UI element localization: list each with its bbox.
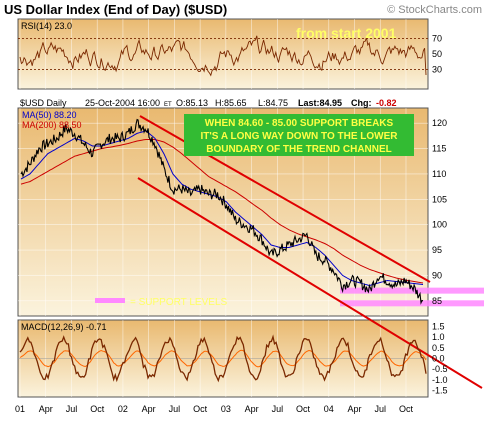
annotation-line-1: WHEN 84.60 - 85.00 SUPPORT BREAKS: [205, 118, 394, 129]
x-tick-label: Oct: [193, 404, 208, 414]
x-tick-label: Jul: [66, 404, 78, 414]
rsi-tick-label: 30: [432, 65, 442, 75]
x-tick-label: Oct: [296, 404, 311, 414]
x-tick-label: Apr: [39, 404, 53, 414]
price-low: L:84.75: [258, 98, 288, 108]
price-tick-label: 95: [432, 245, 442, 255]
support-legend-swatch: [95, 298, 125, 303]
rsi-axis: 70 50 30: [432, 33, 442, 74]
support-band: [340, 300, 484, 307]
macd-tick-label: -1.5: [432, 386, 448, 396]
x-tick-label: 04: [324, 404, 334, 414]
price-tick-label: 100: [432, 220, 447, 230]
macd-tick-label: 1.5: [432, 321, 445, 331]
price-tick-label: 115: [432, 144, 446, 154]
support-band: [340, 287, 484, 294]
trend-channel-lower: [137, 177, 483, 389]
x-tick-label: Jul: [169, 404, 181, 414]
price-chg-value: -0.82: [376, 98, 397, 108]
macd-label: MACD(12,26,9) -0.71: [21, 322, 107, 332]
rsi-line: [19, 35, 427, 77]
x-tick-label: Apr: [142, 404, 156, 414]
rsi-tick-label: 50: [432, 49, 442, 59]
support-legend-label: = SUPPORT LEVELS: [130, 297, 228, 308]
macd-tick-label: 1.0: [432, 332, 445, 342]
price-last: Last:84.95: [298, 98, 342, 108]
x-tick-label: Apr: [245, 404, 259, 414]
x-axis: 01 Apr Jul Oct 02 Apr Jul Oct 03 Apr Jul Oct 04 Apr Ju…: [15, 404, 413, 414]
price-date-tag: ET: [164, 102, 172, 108]
ma200-label: MA(200) 88.50: [22, 120, 82, 130]
macd-tick-label: -1.0: [432, 375, 448, 385]
watermark: © StockCharts.com: [387, 4, 482, 16]
macd-axis: 1.51.00.50.0-0.5-1.0-1.5: [432, 321, 448, 395]
x-tick-label: Oct: [399, 404, 414, 414]
price-tick-label: 120: [432, 118, 447, 128]
ma50-label: MA(50) 88.20: [22, 110, 77, 120]
rsi-note: from start 2001: [296, 25, 397, 41]
price-tick-label: 85: [432, 296, 442, 306]
price-chg-prefix: Chg:: [351, 98, 372, 108]
macd-tick-label: -0.5: [432, 364, 448, 374]
macd-line: [19, 334, 427, 383]
price-date: 25-Oct-2004 16:00: [85, 98, 160, 108]
x-tick-label: Apr: [348, 404, 362, 414]
x-tick-label: 03: [221, 404, 231, 414]
macd-tick-label: 0.0: [432, 354, 445, 364]
price-line: [20, 118, 424, 305]
ma200-line: [20, 139, 424, 284]
price-tick-label: 110: [432, 169, 446, 179]
x-tick-label: Jul: [374, 404, 386, 414]
price-open: O:85.13: [176, 98, 208, 108]
price-axis: 120 115 110 105 100 95 90 85: [432, 118, 447, 306]
support-bands: [340, 287, 484, 307]
price-high: H:85.65: [215, 98, 247, 108]
price-tick-label: 90: [432, 270, 442, 280]
price-tick-label: 105: [432, 194, 447, 204]
rsi-tick-label: 70: [432, 33, 442, 43]
chart-title: US Dollar Index (End of Day) ($USD): [4, 2, 227, 17]
x-tick-label: 02: [118, 404, 128, 414]
macd-tick-label: 0.5: [432, 343, 445, 353]
annotation-line-3: BOUNDARY OF THE TREND CHANNEL: [206, 144, 392, 155]
x-tick-label: 01: [15, 404, 25, 414]
rsi-label: RSI(14) 23.0: [21, 21, 72, 31]
x-tick-label: Jul: [272, 404, 284, 414]
annotation-box: [184, 114, 414, 156]
price-series-label: $USD Daily: [20, 98, 67, 108]
x-tick-label: Oct: [90, 404, 105, 414]
annotation-line-2: IT'S A LONG WAY DOWN TO THE LOWER: [200, 131, 398, 142]
